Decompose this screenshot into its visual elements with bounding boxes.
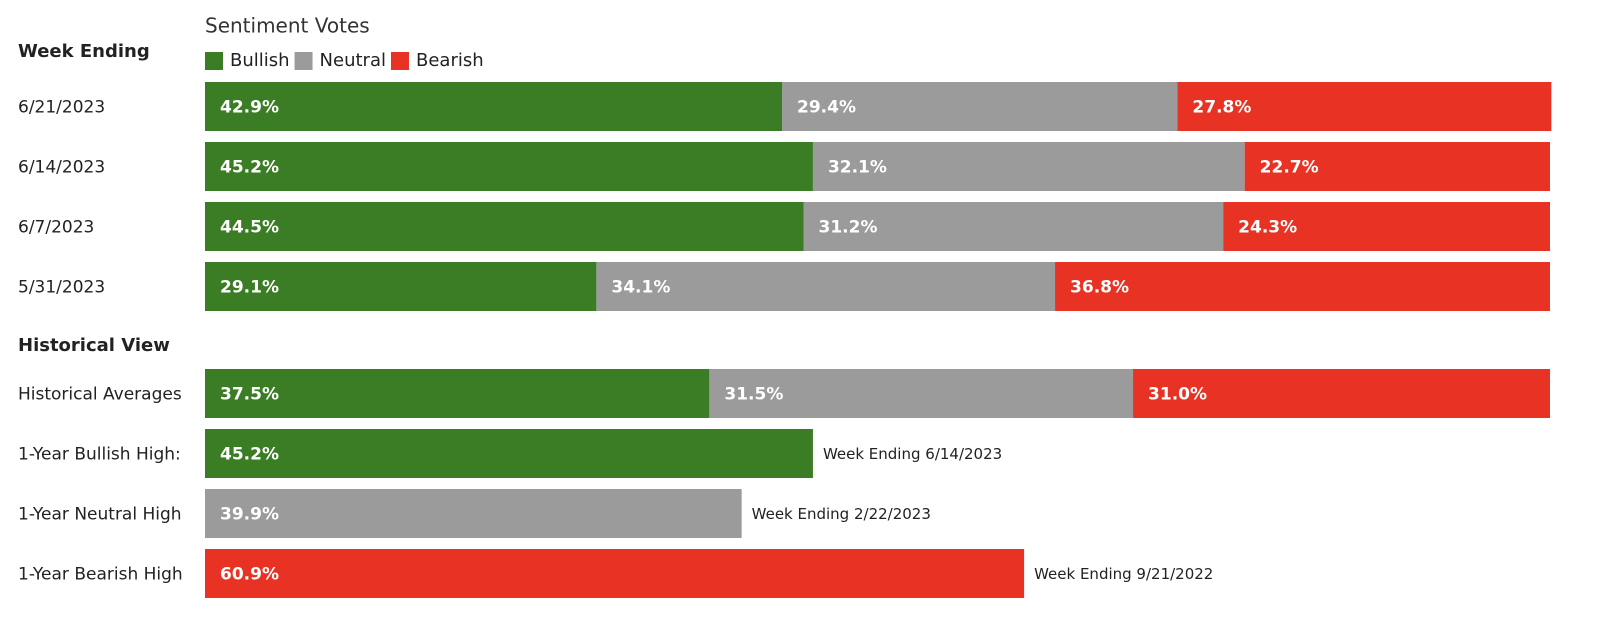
bar-segment — [205, 82, 783, 131]
section-title: Historical View — [18, 335, 170, 356]
bar-segment — [812, 142, 1245, 191]
value-label: 45.2% — [220, 445, 279, 465]
bar-segment — [709, 369, 1134, 418]
value-label: 27.8% — [1192, 98, 1251, 118]
annotation: Week Ending 2/22/2023 — [752, 505, 931, 523]
value-label: 37.5% — [220, 385, 279, 405]
value-label: 31.2% — [819, 218, 878, 238]
value-label: 39.9% — [220, 505, 279, 525]
bar-segment — [782, 82, 1178, 131]
row-label: Historical Averages — [18, 385, 182, 405]
value-label: 22.7% — [1260, 158, 1319, 178]
bar-segment — [205, 262, 597, 311]
value-label: 34.1% — [611, 278, 670, 298]
value-label: 24.3% — [1238, 218, 1297, 238]
bar-segment — [596, 262, 1056, 311]
row-label: 6/21/2023 — [18, 98, 105, 118]
legend-swatch — [390, 52, 409, 70]
row-label: 1-Year Neutral High — [18, 505, 182, 525]
row-label: 6/14/2023 — [18, 158, 105, 178]
bar-segment — [205, 369, 710, 418]
value-label: 36.8% — [1070, 278, 1129, 298]
legend-swatch — [294, 52, 313, 70]
legend-label: Bullish — [230, 50, 290, 71]
annotation: Week Ending 6/14/2023 — [823, 445, 1002, 463]
bar-segment — [205, 142, 813, 191]
row-header: Week Ending — [18, 41, 150, 62]
row-label: 6/7/2023 — [18, 218, 94, 238]
legend-label: Bearish — [416, 50, 484, 71]
chart-title: Sentiment Votes — [205, 14, 370, 38]
value-label: 29.4% — [797, 98, 856, 118]
row-label: 5/31/2023 — [18, 278, 105, 298]
legend-swatch — [205, 52, 223, 70]
row-label: 1-Year Bullish High: — [18, 445, 181, 465]
value-label: 42.9% — [220, 98, 279, 118]
bar-segment — [205, 489, 742, 538]
value-label: 29.1% — [220, 278, 279, 298]
bar-segment — [803, 202, 1224, 251]
bar-segment — [1055, 262, 1550, 311]
value-label: 32.1% — [828, 158, 887, 178]
value-label: 60.9% — [220, 565, 279, 585]
bar-segment — [205, 202, 804, 251]
value-label: 31.5% — [724, 385, 783, 405]
annotation: Week Ending 9/21/2022 — [1034, 565, 1213, 583]
row-label: 1-Year Bearish High — [18, 565, 183, 585]
bar-segment — [1244, 142, 1550, 191]
bar-segment — [1223, 202, 1550, 251]
value-label: 45.2% — [220, 158, 279, 178]
bar-segment — [1177, 82, 1552, 131]
legend-label: Neutral — [320, 50, 386, 71]
bar-segment — [1133, 369, 1550, 418]
value-label: 31.0% — [1148, 385, 1207, 405]
bar-segment — [205, 549, 1025, 598]
bar-segment — [205, 429, 813, 478]
value-label: 44.5% — [220, 218, 279, 238]
